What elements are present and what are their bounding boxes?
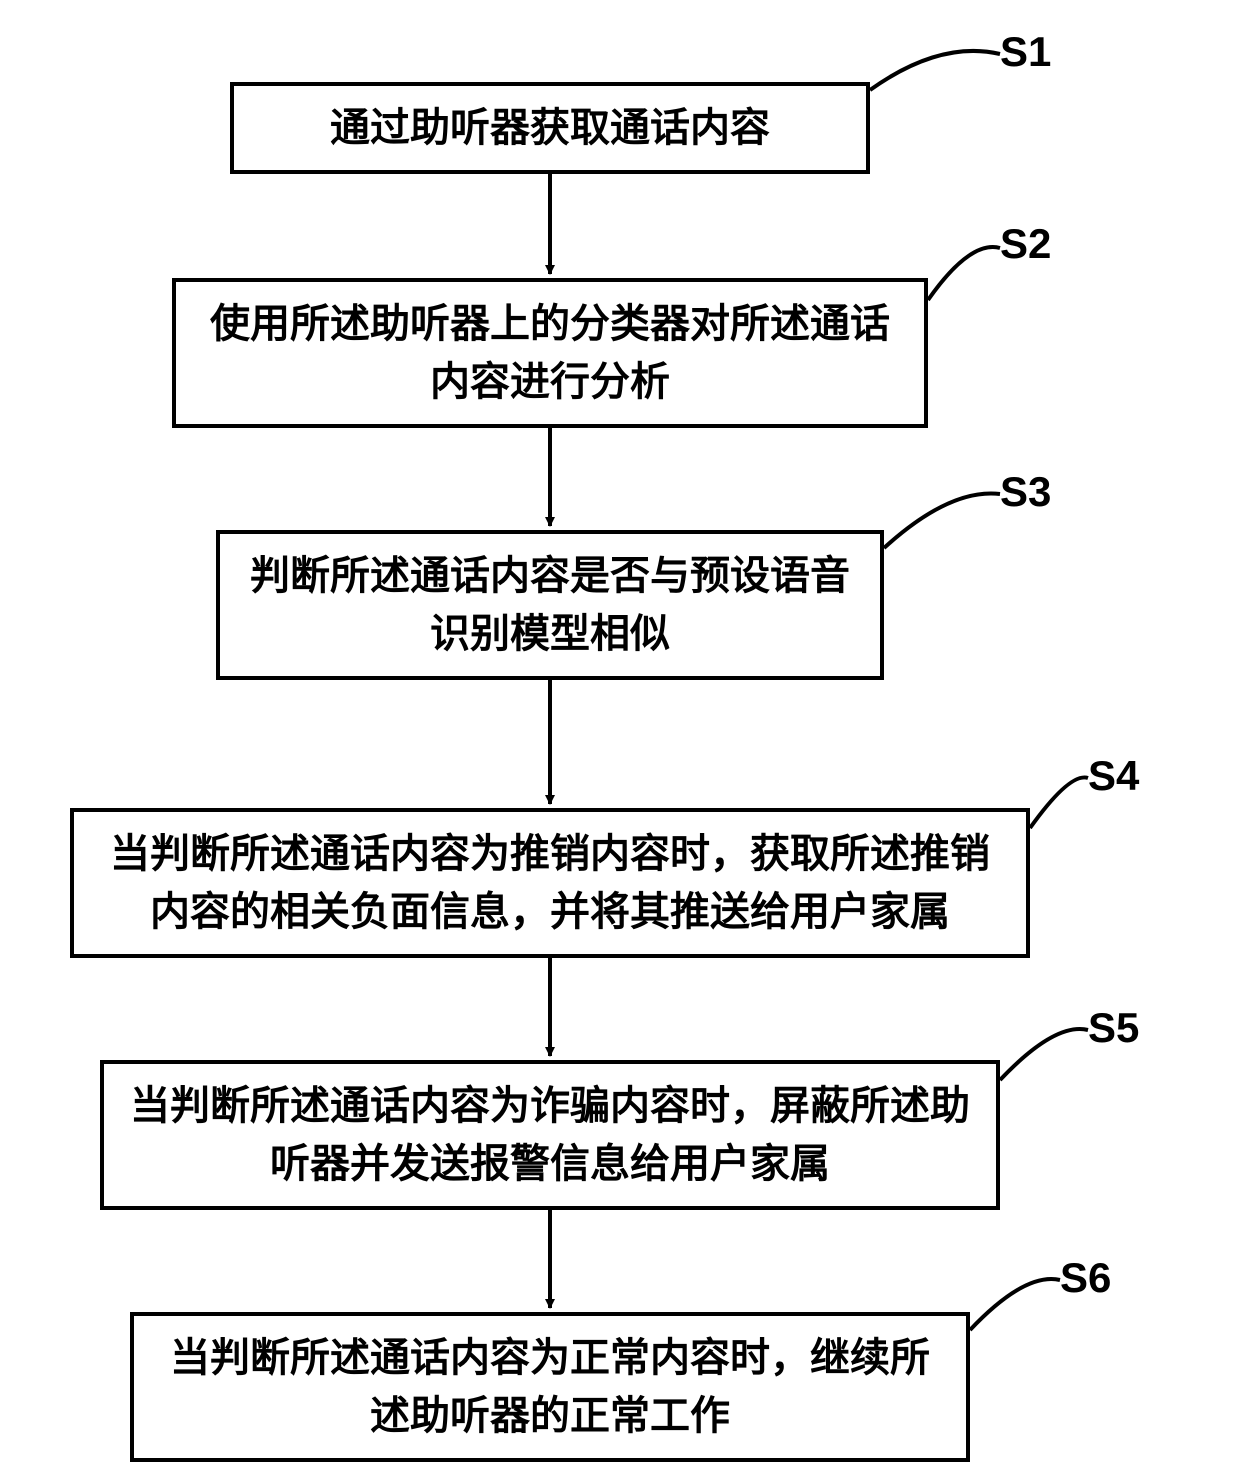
leader-s5 [1000,1029,1088,1080]
label-s1: S1 [1000,28,1051,76]
leader-s6 [970,1279,1060,1330]
node-s1-text: 通过助听器获取通话内容 [330,99,770,157]
flowchart-canvas: 通过助听器获取通话内容 使用所述助听器上的分类器对所述通话内容进行分析 判断所述… [0,0,1240,1477]
node-s5-text: 当判断所述通话内容为诈骗内容时，屏蔽所述助听器并发送报警信息给用户家属 [124,1077,976,1193]
node-s6: 当判断所述通话内容为正常内容时，继续所述助听器的正常工作 [130,1312,970,1462]
label-s5: S5 [1088,1004,1139,1052]
leader-s3 [884,493,1000,548]
connectors-svg [0,0,1240,1477]
node-s6-text: 当判断所述通话内容为正常内容时，继续所述助听器的正常工作 [154,1329,946,1445]
node-s3: 判断所述通话内容是否与预设语音识别模型相似 [216,530,884,680]
node-s4-text: 当判断所述通话内容为推销内容时，获取所述推销内容的相关负面信息，并将其推送给用户… [94,825,1006,941]
leader-s2 [928,247,1000,300]
node-s2-text: 使用所述助听器上的分类器对所述通话内容进行分析 [196,295,904,411]
node-s5: 当判断所述通话内容为诈骗内容时，屏蔽所述助听器并发送报警信息给用户家属 [100,1060,1000,1210]
node-s3-text: 判断所述通话内容是否与预设语音识别模型相似 [240,547,860,663]
leader-s1 [870,51,1000,90]
label-s6: S6 [1060,1254,1111,1302]
label-s2: S2 [1000,220,1051,268]
leader-s4 [1030,777,1088,828]
node-s2: 使用所述助听器上的分类器对所述通话内容进行分析 [172,278,928,428]
node-s4: 当判断所述通话内容为推销内容时，获取所述推销内容的相关负面信息，并将其推送给用户… [70,808,1030,958]
node-s1: 通过助听器获取通话内容 [230,82,870,174]
label-s3: S3 [1000,468,1051,516]
label-s4: S4 [1088,752,1139,800]
